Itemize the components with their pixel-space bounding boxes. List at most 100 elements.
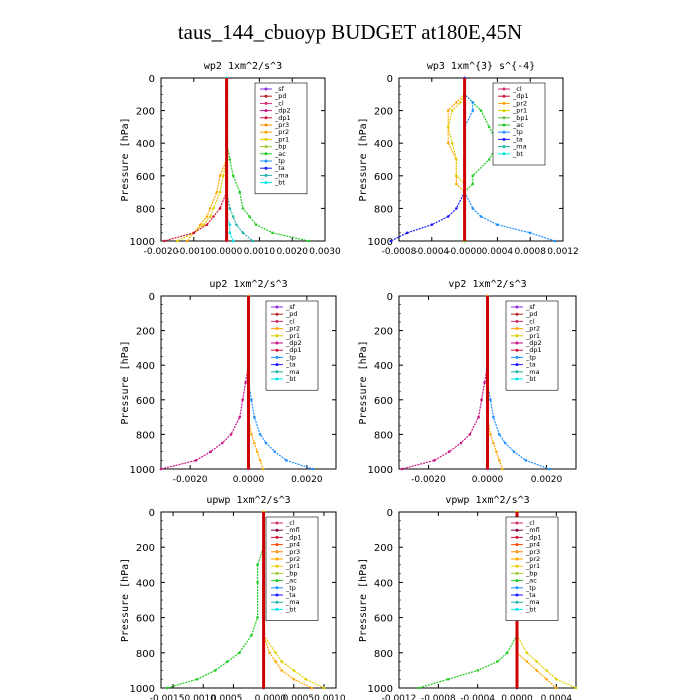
x-tick-label: 0.00050.0010 bbox=[283, 694, 346, 700]
legend-marker bbox=[275, 312, 279, 316]
chart-panel-1: wp2 1xm^2/s^3 Pressure [hPa] 0 200 400 600 800… bbox=[120, 61, 341, 257]
legend: _sf_pd_cl_pr2_pr1_dp2_dp1_tp_ta_ma_bt bbox=[505, 300, 559, 391]
data-point-pr2 bbox=[310, 686, 314, 690]
y-tick-label: 200 bbox=[374, 107, 393, 118]
data-point-tp bbox=[311, 467, 314, 471]
legend-entry: _bt bbox=[525, 605, 536, 613]
data-point-tp bbox=[250, 398, 253, 402]
legend-entry: _ac bbox=[525, 577, 537, 585]
data-point-ac bbox=[214, 669, 217, 672]
legend-entry: _pr1 bbox=[525, 562, 540, 570]
data-point-dp2 bbox=[194, 459, 198, 462]
data-point-ta bbox=[430, 223, 434, 226]
legend-entry: _bt bbox=[512, 150, 523, 158]
legend-entry: _cl bbox=[274, 99, 284, 107]
legend-entry: _pr3 bbox=[274, 121, 289, 129]
legend-entry: _pr2 bbox=[285, 555, 300, 563]
y-tick-label: 600 bbox=[374, 172, 393, 183]
legend: _sf_pd_cl_dp2_dp1_pr3_pr2_pr1_bp_ac_tp_t… bbox=[254, 82, 308, 195]
legend-entry: _mfl bbox=[285, 526, 300, 534]
legend-marker bbox=[502, 152, 506, 156]
legend-marker bbox=[502, 94, 506, 98]
data-point-dp2 bbox=[244, 381, 247, 384]
data-point-pr2 bbox=[274, 660, 277, 663]
data-point-pr2 bbox=[218, 174, 222, 178]
x-tick-label: -0.0010 bbox=[176, 247, 211, 257]
chart-panel-6: vpwp 1xm^2/s^3 Pressure [hPa] 0 200 400 600 80… bbox=[358, 495, 578, 700]
y-axis-label: Pressure [hPa] bbox=[358, 340, 369, 424]
series-line-pr2 bbox=[486, 296, 503, 470]
data-point-dp2 bbox=[477, 415, 480, 419]
legend-entry: _tp bbox=[512, 128, 523, 136]
y-tick-label: 800 bbox=[374, 204, 393, 215]
data-point-pr2 bbox=[555, 686, 558, 690]
chart-panel-4: vp2 1xm^2/s^3 Pressure [hPa] 0 200 400 600 800… bbox=[358, 279, 577, 485]
y-tick-label: 400 bbox=[374, 578, 393, 589]
legend-box bbox=[505, 516, 559, 621]
data-point-tp bbox=[496, 223, 499, 226]
data-point-pr2 bbox=[215, 190, 219, 194]
legend-entry: _ta bbox=[274, 164, 285, 172]
page-title: taus_144_cbuoyp BUDGET at180E,45N bbox=[177, 20, 523, 44]
data-point-dp2 bbox=[220, 441, 224, 445]
data-point-dp2 bbox=[209, 450, 212, 454]
legend-marker bbox=[275, 370, 279, 374]
legend-marker bbox=[515, 528, 519, 532]
data-point-ac bbox=[226, 660, 229, 663]
data-point-ac bbox=[471, 182, 475, 186]
legend-entry: _bp bbox=[525, 569, 538, 577]
legend-marker bbox=[502, 109, 506, 113]
data-point-ac bbox=[248, 215, 251, 218]
x-tick-label: 0.0000 bbox=[233, 475, 265, 485]
data-point-tp bbox=[471, 207, 475, 210]
data-point-pr2 bbox=[268, 651, 271, 655]
legend-entry: _cl bbox=[512, 85, 522, 93]
data-point-pr2 bbox=[498, 459, 501, 462]
y-tick-label: 600 bbox=[374, 396, 393, 407]
legend-entry: _pd bbox=[274, 92, 287, 100]
legend-marker bbox=[515, 607, 519, 611]
legend-entry: _tp bbox=[285, 584, 296, 592]
legend-entry: _sf bbox=[285, 303, 296, 311]
legend-box bbox=[505, 300, 559, 391]
legend-entry: _ta bbox=[512, 135, 523, 143]
legend-box bbox=[265, 516, 319, 621]
legend-entry: _pr1 bbox=[512, 107, 527, 115]
data-point-ac bbox=[241, 207, 245, 210]
legend-marker bbox=[275, 579, 279, 583]
legend-entry: _ta bbox=[285, 361, 296, 369]
series-line-ac bbox=[418, 512, 518, 689]
legend-marker bbox=[515, 312, 519, 316]
y-tick-label: 400 bbox=[136, 361, 155, 372]
legend-marker bbox=[275, 564, 279, 568]
legend-marker bbox=[515, 363, 519, 367]
data-point-pr1 bbox=[451, 109, 454, 112]
y-tick-label: 600 bbox=[374, 614, 393, 625]
y-tick-label: 1000 bbox=[368, 237, 393, 248]
y-tick-label: 0 bbox=[149, 74, 155, 85]
legend-entry: _cl bbox=[285, 519, 295, 527]
x-tick-label: -0.0008 bbox=[421, 694, 456, 700]
legend-marker bbox=[515, 557, 519, 561]
data-point-tp bbox=[258, 433, 262, 436]
chart-panel-5: upwp 1xm^2/s^3 Pressure [hPa] 0 200 400 600 80… bbox=[120, 495, 346, 700]
legend-entry: _bt bbox=[525, 375, 536, 383]
data-point-pr2 bbox=[261, 467, 265, 471]
x-tick-label: -0.0000 bbox=[447, 247, 482, 257]
data-point-pr1 bbox=[525, 651, 529, 655]
data-point-dp2 bbox=[159, 467, 163, 471]
legend-marker bbox=[515, 550, 519, 554]
legend-marker bbox=[264, 173, 268, 177]
x-tick-label: 0.0005 bbox=[211, 694, 243, 700]
data-point-dp2 bbox=[241, 398, 244, 402]
data-point-ma bbox=[228, 207, 232, 210]
legend-entry: _pr3 bbox=[525, 548, 540, 556]
legend-entry: _ac bbox=[512, 121, 524, 129]
data-point-ta bbox=[446, 215, 450, 218]
legend: _sf_pd_cl_pr2_pr1_dp2_dp1_tp_ta_ma_bt bbox=[265, 300, 319, 391]
legend-marker bbox=[264, 152, 268, 156]
data-point-dp1 bbox=[212, 215, 215, 218]
data-point-dp1 bbox=[192, 231, 196, 235]
legend-entry: _ma bbox=[274, 171, 289, 179]
